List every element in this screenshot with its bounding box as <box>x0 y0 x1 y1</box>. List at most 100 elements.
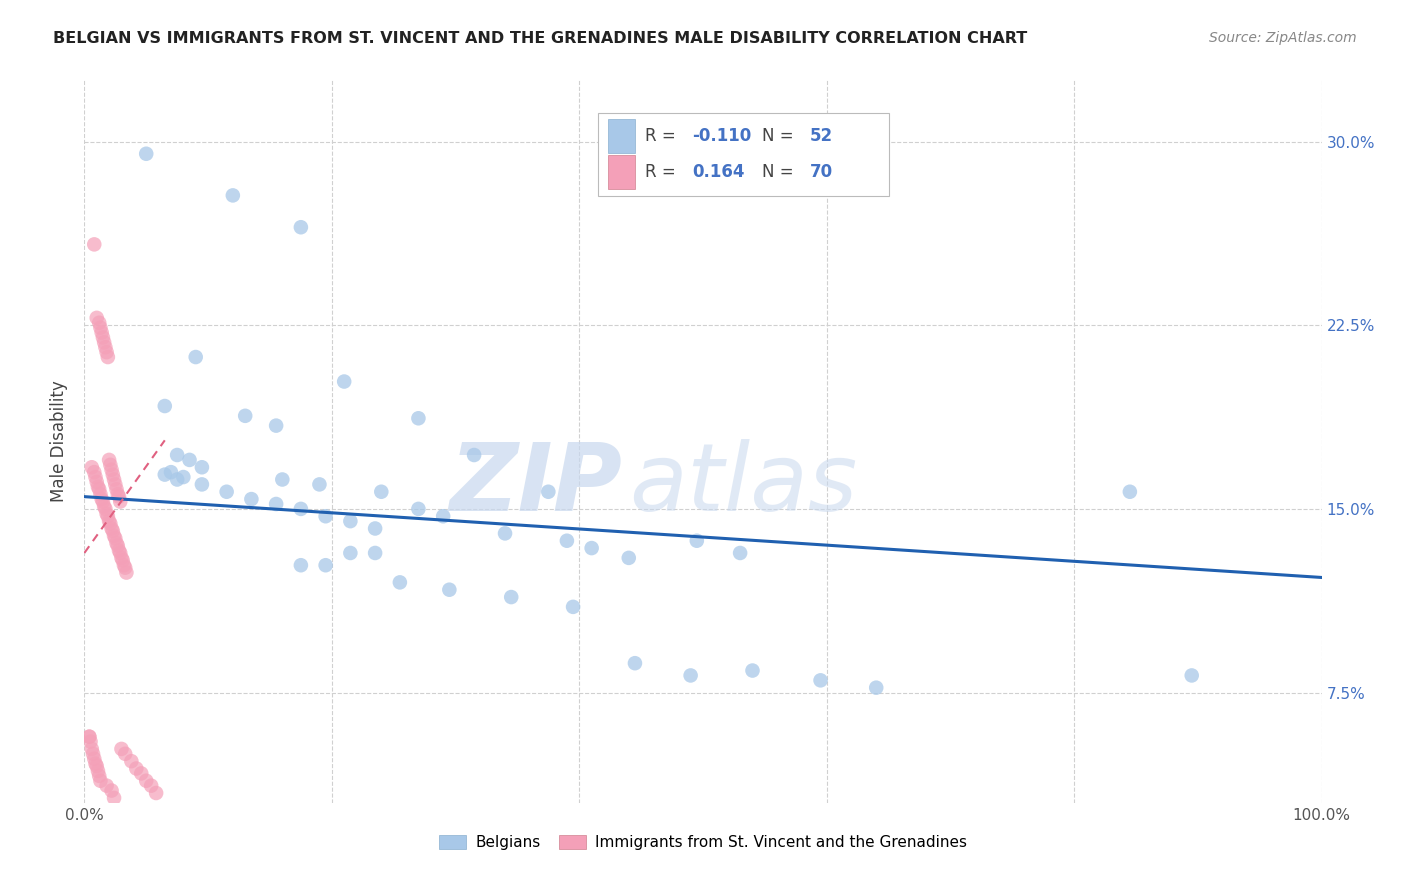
Point <box>215 484 238 499</box>
Point <box>494 526 516 541</box>
Point <box>103 529 125 543</box>
Point <box>555 533 578 548</box>
Point <box>93 335 115 350</box>
Point <box>240 492 263 507</box>
Point <box>108 543 131 558</box>
Point <box>79 730 101 744</box>
FancyBboxPatch shape <box>607 154 636 189</box>
Point <box>89 487 111 501</box>
Point <box>110 550 132 565</box>
Point <box>432 509 454 524</box>
Point <box>87 764 110 778</box>
Point <box>96 345 118 359</box>
Text: N =: N = <box>762 163 799 181</box>
Text: Source: ZipAtlas.com: Source: ZipAtlas.com <box>1209 31 1357 45</box>
Point <box>100 783 122 797</box>
Point <box>86 759 108 773</box>
Point <box>408 502 430 516</box>
Point <box>86 475 108 489</box>
Point <box>83 465 105 479</box>
Point <box>1181 668 1204 682</box>
Point <box>264 418 287 433</box>
Text: -0.110: -0.110 <box>692 127 751 145</box>
Point <box>110 742 132 756</box>
Point <box>624 656 647 670</box>
Point <box>339 514 361 528</box>
Point <box>94 502 117 516</box>
Point <box>83 752 105 766</box>
Point <box>87 480 110 494</box>
Point <box>184 350 207 364</box>
Point <box>94 340 117 354</box>
Y-axis label: Male Disability: Male Disability <box>51 381 69 502</box>
Text: R =: R = <box>645 127 681 145</box>
Point <box>339 546 361 560</box>
Point <box>110 494 132 508</box>
Point <box>810 673 832 688</box>
Point <box>191 477 214 491</box>
Point <box>84 470 107 484</box>
Point <box>86 310 108 325</box>
Point <box>96 779 118 793</box>
Point <box>135 773 157 788</box>
Point <box>679 668 702 682</box>
Point <box>97 350 120 364</box>
Point <box>153 467 176 482</box>
Point <box>501 590 523 604</box>
Point <box>120 754 142 768</box>
Point <box>114 560 136 574</box>
Point <box>290 558 312 573</box>
Point <box>408 411 430 425</box>
Point <box>89 316 111 330</box>
Point <box>90 492 112 507</box>
Point <box>388 575 411 590</box>
Point <box>105 536 128 550</box>
Point <box>114 747 136 761</box>
Point <box>308 477 330 491</box>
Point <box>103 791 125 805</box>
Point <box>89 773 111 788</box>
Point <box>82 747 104 761</box>
Point <box>105 483 128 497</box>
Point <box>562 599 585 614</box>
Point <box>98 514 121 528</box>
FancyBboxPatch shape <box>607 119 636 153</box>
Point <box>103 473 125 487</box>
Point <box>108 490 131 504</box>
Text: 70: 70 <box>810 163 832 181</box>
Point <box>79 730 101 744</box>
Point <box>233 409 256 423</box>
Point <box>79 734 101 748</box>
Point <box>100 463 122 477</box>
Point <box>104 531 127 545</box>
Point <box>115 566 138 580</box>
Point <box>104 477 127 491</box>
Point <box>271 473 294 487</box>
Point <box>364 546 387 560</box>
Point <box>83 237 105 252</box>
Point <box>97 509 120 524</box>
Point <box>160 465 183 479</box>
Point <box>112 558 135 573</box>
Point <box>364 521 387 535</box>
Point <box>84 756 107 771</box>
Point <box>333 375 356 389</box>
Text: 0.164: 0.164 <box>692 163 744 181</box>
Text: ZIP: ZIP <box>450 439 623 531</box>
FancyBboxPatch shape <box>598 112 889 196</box>
Point <box>110 546 132 560</box>
Point <box>264 497 287 511</box>
Text: atlas: atlas <box>628 440 858 531</box>
Point <box>111 553 134 567</box>
Point <box>145 786 167 800</box>
Text: N =: N = <box>762 127 799 145</box>
Point <box>90 326 112 340</box>
Point <box>315 558 337 573</box>
Point <box>98 458 121 472</box>
Point <box>107 539 129 553</box>
Text: R =: R = <box>645 163 681 181</box>
Point <box>179 453 201 467</box>
Point <box>728 546 751 560</box>
Point <box>93 500 115 514</box>
Point <box>686 533 709 548</box>
